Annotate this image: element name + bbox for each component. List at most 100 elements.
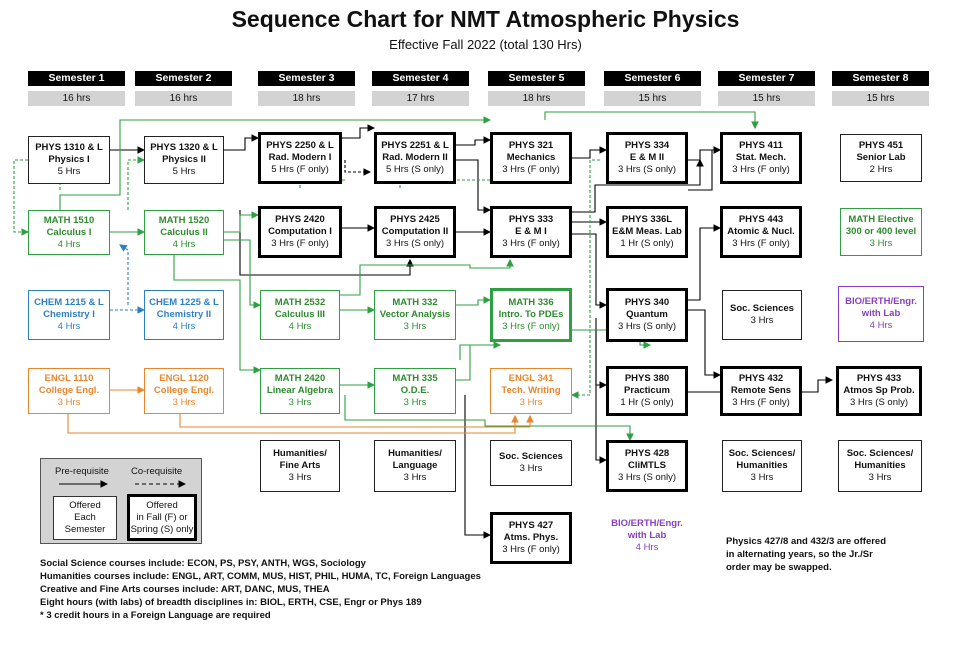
course-name: CHEM 1215 & L xyxy=(34,297,104,308)
course-name: MATH 2532 xyxy=(274,297,326,308)
course-title: Rad. Modern II xyxy=(382,152,448,163)
course-math2532[interactable]: MATH 2532 Calculus III 4 Hrs xyxy=(260,290,340,340)
course-phys432[interactable]: PHYS 432 Remote Sens 3 Hrs (F only) xyxy=(720,366,802,416)
course-math332[interactable]: MATH 332 Vector Analysis 3 Hrs xyxy=(374,290,456,340)
semester-4-header: Semester 4 xyxy=(372,71,469,86)
semester-6-hours: 15 hrs xyxy=(604,91,701,106)
course-engl1110[interactable]: ENGL 1110 College Engl. 3 Hrs xyxy=(28,368,110,414)
semester-8-hours: 15 hrs xyxy=(832,91,929,106)
course-humanities-language[interactable]: Humanities/ Language 3 Hrs xyxy=(374,440,456,492)
course-engl341[interactable]: ENGL 341 Tech. Writing 3 Hrs xyxy=(490,368,572,414)
course-phys411[interactable]: PHYS 411 Stat. Mech. 3 Hrs (F only) xyxy=(720,132,802,184)
course-hours: 3 Hrs xyxy=(57,397,81,408)
course-title: Linear Algebra xyxy=(266,385,334,396)
course-name: MATH 336 xyxy=(508,297,554,308)
course-title: Atomic & Nucl. xyxy=(727,226,795,237)
course-hours: 3 Hrs (F only) xyxy=(502,321,560,332)
course-title: Senior Lab xyxy=(856,152,906,163)
course-name: BIO/ERTH/Engr. xyxy=(611,518,683,529)
course-title: Remote Sens xyxy=(730,385,792,396)
course-name: Soc. Sciences/ xyxy=(728,448,796,459)
course-title: Computation II xyxy=(381,226,449,237)
note-foreign-language: * 3 credit hours in a Foreign Language a… xyxy=(40,610,271,621)
course-phys451[interactable]: PHYS 451 Senior Lab 2 Hrs xyxy=(840,134,922,182)
course-hours: 4 Hrs xyxy=(172,238,196,250)
course-soc-sciences-7[interactable]: Soc. Sciences 3 Hrs xyxy=(722,290,802,340)
course-phys1310[interactable]: PHYS 1310 & L Physics I 5 Hrs xyxy=(28,136,110,184)
course-phys380[interactable]: PHYS 380 Practicum 1 Hr (S only) xyxy=(606,366,688,416)
course-name: MATH Elective xyxy=(848,214,914,225)
course-phys2250[interactable]: PHYS 2250 & L Rad. Modern I 5 Hrs (F onl… xyxy=(258,132,342,184)
course-soc-sci-humanities-7[interactable]: Soc. Sciences/ Humanities 3 Hrs xyxy=(722,440,802,492)
course-title: Practicum xyxy=(624,385,670,396)
course-math336[interactable]: MATH 336 Intro. To PDEs 3 Hrs (F only) xyxy=(490,288,572,342)
semester-2-hours: 16 hrs xyxy=(135,91,232,106)
course-soc-sciences-5[interactable]: Soc. Sciences 3 Hrs xyxy=(490,440,572,486)
course-phys428[interactable]: PHYS 428 CliMTLS 3 Hrs (S only) xyxy=(606,440,688,492)
course-math2420[interactable]: MATH 2420 Linear Algebra 3 Hrs xyxy=(260,368,340,414)
course-humanities-fine-arts[interactable]: Humanities/ Fine Arts 3 Hrs xyxy=(260,440,340,492)
note-line: in alternating years, so the Jr./Sr xyxy=(726,549,873,560)
legend: Pre-requisite Co-requisite Offered Each … xyxy=(40,458,202,544)
course-hours: 3 Hrs (F only) xyxy=(732,397,790,408)
course-hours: 3 Hrs (F only) xyxy=(502,164,560,175)
semester-2-header: Semester 2 xyxy=(135,71,232,86)
course-phys334[interactable]: PHYS 334 E & M II 3 Hrs (S only) xyxy=(606,132,688,184)
course-name: PHYS 2420 xyxy=(275,214,325,225)
course-name: Humanities/ xyxy=(388,448,442,459)
course-phys2251[interactable]: PHYS 2251 & L Rad. Modern II 5 Hrs (S on… xyxy=(374,132,456,184)
semester-7-header: Semester 7 xyxy=(718,71,815,86)
course-phys336l[interactable]: PHYS 336L E&M Meas. Lab 1 Hr (S only) xyxy=(606,206,688,258)
legend-prereq-label: Pre-requisite xyxy=(55,466,109,477)
course-name: PHYS 428 xyxy=(624,448,670,459)
course-name: MATH 332 xyxy=(392,297,438,308)
course-math335[interactable]: MATH 335 O.D.E. 3 Hrs xyxy=(374,368,456,414)
course-bio-erth-engr-8[interactable]: BIO/ERTH/Engr. with Lab 4 Hrs xyxy=(838,286,924,342)
note-social-science: Social Science courses include: ECON, PS… xyxy=(40,558,366,569)
course-phys340[interactable]: PHYS 340 Quantum 3 Hrs (S only) xyxy=(606,288,688,342)
course-hours: 3 Hrs (F only) xyxy=(271,238,329,249)
course-name: ENGL 341 xyxy=(508,373,554,384)
course-hours: 2 Hrs xyxy=(869,164,893,175)
legend-coreq-label: Co-requisite xyxy=(131,466,183,477)
course-math-elective[interactable]: MATH Elective 300 or 400 level 3 Hrs xyxy=(840,208,922,256)
course-title: College Engl. xyxy=(153,385,215,396)
course-phys433[interactable]: PHYS 433 Atmos Sp Prob. 3 Hrs (S only) xyxy=(836,366,922,416)
course-chem1215[interactable]: CHEM 1215 & L Chemistry I 4 Hrs xyxy=(28,290,110,340)
course-hours: 4 Hrs xyxy=(57,238,81,250)
course-phys333[interactable]: PHYS 333 E & M I 3 Hrs (F only) xyxy=(490,206,572,258)
course-math1510[interactable]: MATH 1510 Calculus I 4 Hrs xyxy=(28,210,110,255)
course-phys2420[interactable]: PHYS 2420 Computation I 3 Hrs (F only) xyxy=(258,206,342,258)
course-phys443[interactable]: PHYS 443 Atomic & Nucl. 3 Hrs (F only) xyxy=(720,206,802,258)
semester-3-hours: 18 hrs xyxy=(258,91,355,106)
course-name: BIO/ERTH/Engr. xyxy=(845,296,917,307)
course-hours: 5 Hrs xyxy=(57,166,81,177)
course-hours: 3 Hrs xyxy=(869,238,893,249)
course-name: PHYS 2250 & L xyxy=(266,140,334,151)
course-math1520[interactable]: MATH 1520 Calculus II 4 Hrs xyxy=(144,210,224,255)
course-hours: 4 Hrs xyxy=(869,320,893,331)
course-title: Physics I xyxy=(48,154,90,165)
course-phys321[interactable]: PHYS 321 Mechanics 3 Hrs (F only) xyxy=(490,132,572,184)
page-subtitle: Effective Fall 2022 (total 130 Hrs) xyxy=(389,37,582,52)
course-hours: 3 Hrs xyxy=(172,397,196,408)
alternating-years-note: Physics 427/8 and 432/3 are offered in a… xyxy=(726,535,926,574)
course-chem1225[interactable]: CHEM 1225 & L Chemistry II 4 Hrs xyxy=(144,290,224,340)
course-phys1320[interactable]: PHYS 1320 & L Physics II 5 Hrs xyxy=(144,136,224,184)
course-title: Calculus II xyxy=(160,226,208,238)
course-engl1120[interactable]: ENGL 1120 College Engl. 3 Hrs xyxy=(144,368,224,414)
note-line: order may be swapped. xyxy=(726,562,832,573)
course-title: Intro. To PDEs xyxy=(498,309,564,320)
course-title: Language xyxy=(392,460,438,471)
course-name: ENGL 1120 xyxy=(159,373,209,384)
course-bio-erth-engr-6[interactable]: BIO/ERTH/Engr. with Lab 4 Hrs xyxy=(604,512,690,560)
course-phys2425[interactable]: PHYS 2425 Computation II 3 Hrs (S only) xyxy=(374,206,456,258)
course-phys427[interactable]: PHYS 427 Atms. Phys. 3 Hrs (F only) xyxy=(490,512,572,564)
course-soc-sci-humanities-8[interactable]: Soc. Sciences/ Humanities 3 Hrs xyxy=(838,440,922,492)
course-title: Atms. Phys. xyxy=(503,532,559,543)
course-hours: 3 Hrs xyxy=(288,472,312,483)
note-line: Physics 427/8 and 432/3 are offered xyxy=(726,536,887,547)
course-name: CHEM 1225 & L xyxy=(149,297,219,308)
course-name: PHYS 411 xyxy=(739,140,783,151)
